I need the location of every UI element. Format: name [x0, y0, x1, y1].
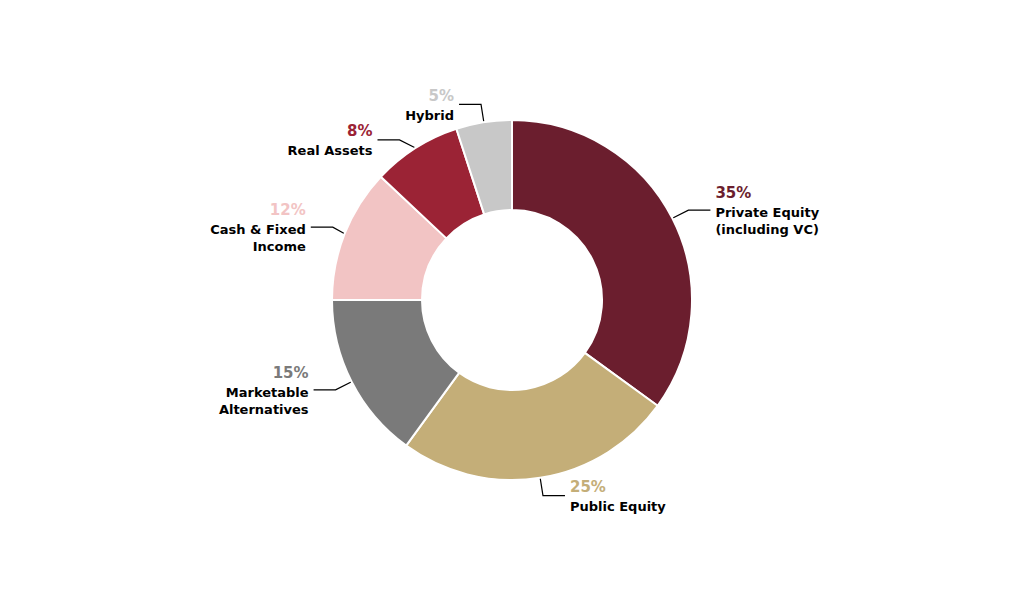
- svg-text:25%: 25%: [570, 478, 606, 496]
- svg-text:8%: 8%: [347, 122, 372, 140]
- svg-text:Public Equity: Public Equity: [570, 499, 666, 514]
- svg-text:5%: 5%: [429, 87, 454, 105]
- svg-text:Marketable: Marketable: [226, 385, 309, 400]
- svg-text:12%: 12%: [270, 201, 306, 219]
- svg-text:Real Assets: Real Assets: [288, 143, 373, 158]
- svg-text:Alternatives: Alternatives: [219, 402, 309, 417]
- svg-text:Cash & Fixed: Cash & Fixed: [210, 222, 306, 237]
- svg-text:(including VC): (including VC): [715, 222, 818, 237]
- svg-text:35%: 35%: [715, 184, 751, 202]
- svg-text:Private Equity: Private Equity: [715, 205, 819, 220]
- svg-text:Income: Income: [253, 239, 306, 254]
- svg-text:15%: 15%: [273, 364, 309, 382]
- svg-text:Hybrid: Hybrid: [405, 108, 454, 123]
